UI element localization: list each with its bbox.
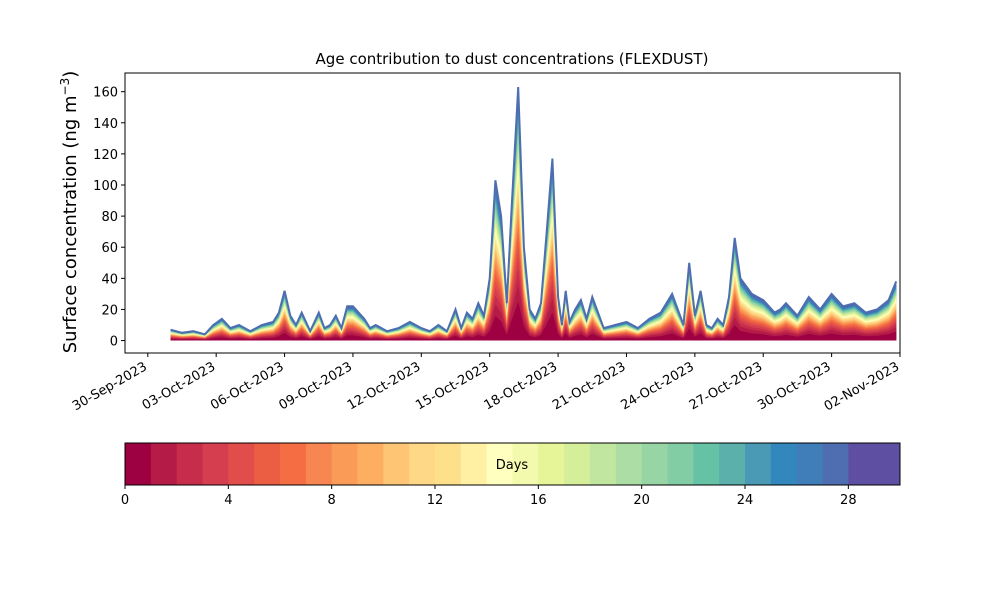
colorbar-swatch	[538, 443, 565, 485]
colorbar-tick-label: 0	[121, 493, 129, 508]
colorbar-tick-label: 12	[427, 493, 444, 508]
x-tick-label: 02-Nov-2023	[822, 359, 902, 414]
colorbar-swatch	[435, 443, 462, 485]
x-tick-label: 21-Oct-2023	[550, 359, 628, 413]
colorbar-swatch	[486, 443, 513, 485]
x-tick-label: 24-Oct-2023	[618, 359, 696, 413]
colorbar-swatch	[693, 443, 720, 485]
x-axis: 30-Sep-202303-Oct-202306-Oct-202309-Oct-…	[70, 353, 902, 414]
colorbar-swatch	[280, 443, 307, 485]
colorbar-swatch	[796, 443, 823, 485]
colorbar-swatch	[383, 443, 410, 485]
plot-frame	[124, 72, 901, 354]
colorbar-swatch	[719, 443, 746, 485]
colorbar-swatch	[564, 443, 591, 485]
y-tick-label: 60	[101, 241, 118, 256]
colorbar-tick-label: 8	[328, 493, 336, 508]
chart-title: Age contribution to dust concentrations …	[316, 50, 709, 68]
x-tick-label: 06-Oct-2023	[208, 359, 286, 413]
y-tick-label: 40	[101, 272, 118, 287]
colorbar-swatch	[512, 443, 539, 485]
x-tick-label: 03-Oct-2023	[140, 359, 218, 413]
colorbar-swatch	[357, 443, 384, 485]
colorbar-swatch	[409, 443, 436, 485]
y-tick-label: 20	[101, 303, 118, 318]
x-tick-label: 27-Oct-2023	[687, 359, 765, 413]
y-tick-label: 120	[93, 148, 118, 163]
y-axis: 0 20 40 60 80 100 120 140 160	[93, 86, 125, 350]
colorbar-tick-label: 20	[633, 493, 650, 508]
age-layer-29-30-days	[170, 87, 897, 341]
y-axis-label-main: Surface concentration (ng m	[60, 95, 81, 353]
x-tick-label: 09-Oct-2023	[277, 359, 355, 413]
colorbar-swatch	[667, 443, 694, 485]
y-tick-label: 80	[101, 210, 118, 225]
colorbar-swatch	[770, 443, 798, 485]
age-layer-1-2-days	[170, 283, 897, 341]
x-tick-label: 18-Oct-2023	[482, 359, 560, 413]
colorbar-swatch	[460, 443, 488, 485]
colorbar-tick-label: 28	[840, 493, 857, 508]
colorbar-swatch	[848, 443, 875, 485]
colorbar-label: Days	[496, 458, 529, 473]
stacked-age-layers	[170, 86, 898, 341]
colorbar-swatch	[202, 443, 229, 485]
y-tick-label: 100	[93, 179, 118, 194]
colorbar-swatch	[641, 443, 668, 485]
x-tick-label: 12-Oct-2023	[345, 359, 423, 413]
colorbar: 0 4 8 12 16 20 24 28	[121, 442, 901, 508]
colorbar-swatch	[228, 443, 255, 485]
colorbar-tick-label: 4	[224, 493, 232, 508]
colorbar-swatch	[822, 443, 849, 485]
colorbar-swatch	[590, 443, 617, 485]
x-tick-label: 30-Sep-2023	[70, 359, 150, 414]
y-axis-label-close: )	[60, 71, 81, 78]
y-axis-label: Surface concentration (ng m−3)	[58, 71, 81, 354]
y-axis-label-unit-exponent: −3	[58, 78, 72, 96]
colorbar-swatch	[745, 443, 772, 485]
y-tick-label: 140	[93, 117, 118, 132]
y-tick-label: 160	[93, 86, 118, 101]
colorbar-swatch	[150, 443, 178, 485]
age-layer-0-1-days	[170, 301, 897, 341]
colorbar-swatch	[615, 443, 643, 485]
y-tick-label: 0	[110, 335, 118, 350]
colorbar-swatch	[305, 443, 333, 485]
colorbar-tick-label: 16	[530, 493, 547, 508]
colorbar-swatch	[331, 443, 358, 485]
colorbar-swatch	[125, 443, 152, 485]
colorbar-swatch	[176, 443, 203, 485]
x-tick-label: 15-Oct-2023	[413, 359, 491, 413]
total-concentration-line	[170, 86, 898, 336]
colorbar-frame	[124, 442, 901, 486]
colorbar-tick-label: 24	[737, 493, 754, 508]
x-tick-label: 30-Oct-2023	[755, 359, 833, 413]
colorbar-swatch	[254, 443, 281, 485]
colorbar-swatch	[874, 443, 901, 485]
